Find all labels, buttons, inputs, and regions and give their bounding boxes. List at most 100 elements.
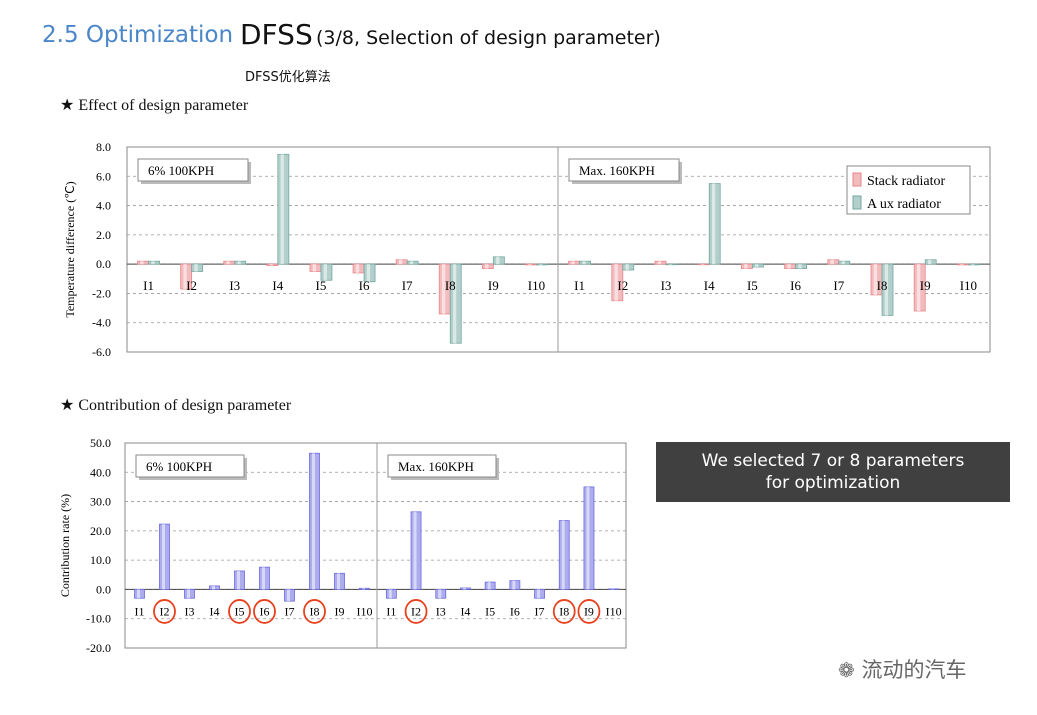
bar-stack-highlight	[873, 264, 878, 295]
y-axis-label: Contribution rate (%)	[58, 494, 72, 597]
panel-label-box	[135, 454, 245, 478]
watermark-text: 流动的汽车	[861, 658, 967, 682]
x-tick-label: I5	[235, 604, 245, 618]
x-tick-label: I4	[210, 604, 220, 618]
selected-parameter-circle	[153, 599, 176, 624]
bar-aux-highlight	[884, 264, 889, 316]
bar-aux-highlight	[323, 264, 327, 281]
bar-aux-highlight	[755, 264, 759, 268]
x-tick-label: I5	[316, 278, 327, 293]
x-tick-label: I7	[402, 278, 413, 293]
x-tick-label: I10	[606, 604, 622, 618]
bar-aux-highlight	[496, 256, 500, 265]
x-tick-label: I1	[135, 604, 145, 618]
bar-contribution-highlight	[487, 582, 491, 590]
bar-stack-highlight	[571, 261, 575, 265]
page-subtitle: (3/8, Selection of design parameter)	[316, 27, 661, 49]
x-tick-label: I3	[436, 604, 446, 618]
bar-aux-highlight	[668, 264, 673, 265]
selected-parameter-circle	[253, 599, 276, 624]
y-tick-label: 10.0	[90, 553, 111, 567]
x-tick-label: I10	[960, 278, 977, 293]
bar-stack-highlight	[700, 264, 705, 265]
bar-contribution-highlight	[137, 589, 140, 599]
y-tick-label: -20.0	[86, 641, 111, 655]
bar-aux-highlight	[409, 261, 414, 265]
x-tick-label: I7	[833, 278, 844, 293]
bar-contribution-highlight	[362, 588, 365, 590]
x-tick-label: I10	[528, 278, 545, 293]
bar-contribution-highlight	[187, 589, 190, 599]
bar-stack-highlight	[485, 264, 489, 269]
selected-parameter-circle	[404, 599, 428, 624]
bar-stack-highlight	[226, 261, 230, 265]
y-tick-label: -6.0	[92, 345, 111, 359]
bar-aux-highlight	[280, 154, 284, 265]
bar-contribution-highlight	[413, 511, 417, 590]
y-tick-label: -10.0	[86, 612, 111, 626]
x-tick-label: I1	[386, 604, 396, 618]
bar-aux-highlight	[582, 261, 586, 265]
x-tick-label: I8	[559, 604, 569, 618]
callout-line-1: We selected 7 or 8 parameters	[701, 451, 965, 471]
bar-contribution-highlight	[611, 588, 615, 590]
y-tick-label: 0.0	[96, 257, 111, 271]
bar-contribution-highlight	[388, 589, 392, 599]
bar-contribution-highlight	[212, 585, 215, 590]
bar-stack-highlight	[140, 261, 144, 265]
x-tick-label: I2	[617, 278, 628, 293]
bar-contribution-highlight	[262, 567, 265, 590]
panel-label-box	[137, 158, 249, 182]
y-tick-label: 4.0	[96, 199, 111, 213]
x-tick-label: I9	[335, 604, 345, 618]
panel-label-box	[568, 158, 680, 182]
page-title: DFSS	[240, 18, 313, 51]
y-tick-label: 40.0	[90, 465, 111, 479]
y-axis-label: Temperature difference (℃)	[63, 181, 77, 317]
legend-swatch	[852, 195, 862, 210]
bar-stack-highlight	[398, 259, 403, 265]
bar-stack-highlight	[442, 264, 446, 314]
x-tick-label: I8	[877, 278, 888, 293]
y-tick-label: -2.0	[92, 286, 111, 300]
x-tick-label: I5	[747, 278, 758, 293]
legend-swatch	[852, 172, 862, 187]
bar-contribution-highlight	[438, 589, 442, 599]
bar-aux-highlight	[453, 264, 457, 344]
bar-stack-highlight	[744, 264, 748, 269]
x-tick-label: I2	[186, 278, 197, 293]
bar-stack-highlight	[355, 264, 360, 273]
bar-stack-highlight	[614, 264, 618, 301]
bar-aux-highlight	[625, 264, 629, 270]
bar-aux-highlight	[151, 261, 155, 265]
x-tick-label: I3	[185, 604, 195, 618]
selected-parameter-circle	[228, 599, 251, 624]
bar-aux-highlight	[711, 183, 716, 265]
x-tick-label: I6	[359, 278, 370, 293]
legend-entry: A ux radiator	[867, 197, 941, 212]
bar-contribution-highlight	[237, 570, 240, 590]
bar-contribution-highlight	[512, 580, 516, 590]
x-tick-label: I6	[790, 278, 801, 293]
legend-entry: Stack radiator	[867, 174, 945, 189]
y-tick-label: 8.0	[96, 140, 111, 154]
x-tick-label: I7	[535, 604, 545, 618]
contribution-chart: 50.0 40.0 30.0 20.0 10.0 0.0 -10.0 -20.0 Contrib…	[58, 436, 627, 655]
bar-contribution-highlight	[462, 587, 466, 590]
x-tick-label: I8	[445, 278, 456, 293]
bar-stack-highlight	[183, 264, 187, 290]
x-tick-label: I9	[920, 278, 931, 293]
bar-contribution-highlight	[561, 520, 565, 590]
y-tick-label: 50.0	[90, 436, 111, 450]
x-tick-label: I4	[704, 278, 715, 293]
x-tick-label: I5	[485, 604, 495, 618]
watermark: ❁ 流动的汽车	[838, 654, 966, 684]
contribution-section-heading: ★ Contribution of design parameter	[60, 397, 292, 414]
bar-stack-highlight	[269, 264, 273, 266]
bar-contribution-highlight	[586, 486, 590, 590]
bar-contribution-highlight	[337, 573, 340, 590]
x-tick-label: I3	[229, 278, 240, 293]
y-tick-label: -4.0	[92, 316, 111, 330]
x-tick-label: I9	[488, 278, 499, 293]
bar-aux-highlight	[971, 264, 975, 265]
